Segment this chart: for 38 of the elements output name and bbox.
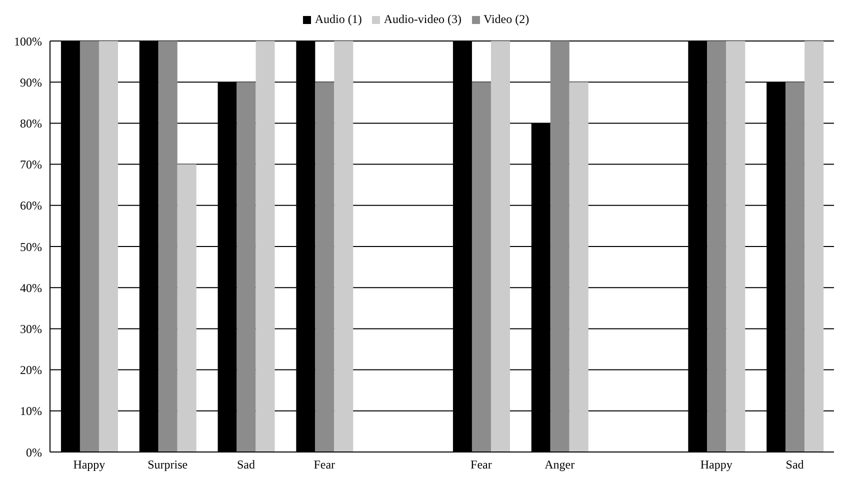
- bar: [158, 41, 178, 452]
- y-tick-label: 40%: [20, 280, 42, 295]
- y-tick-label: 90%: [20, 75, 42, 90]
- bar: [80, 41, 99, 452]
- x-tick-label: Fear: [314, 458, 336, 472]
- y-tick-label: 70%: [20, 158, 42, 172]
- y-tick-label: 10%: [20, 404, 42, 418]
- y-tick-label: 60%: [20, 198, 42, 213]
- bar: [334, 41, 354, 452]
- bar: [98, 41, 118, 452]
- legend-label: Video (2): [484, 12, 530, 26]
- legend-label: Audio-video (3): [384, 12, 462, 26]
- bar: [256, 41, 275, 452]
- y-tick-label: 50%: [20, 240, 42, 254]
- bar: [550, 41, 570, 452]
- x-tick-label: Happy: [73, 458, 106, 472]
- x-tick-label: Sad: [786, 458, 804, 472]
- bar: [569, 82, 588, 452]
- bar: [786, 82, 805, 452]
- y-tick-label: 20%: [20, 363, 42, 378]
- bar: [490, 41, 510, 452]
- bar: [707, 41, 726, 452]
- y-tick-label: 100%: [14, 34, 42, 48]
- bar: [315, 82, 334, 452]
- legend-label: Audio (1): [314, 12, 362, 26]
- y-tick-label: 80%: [20, 116, 42, 130]
- y-tick-label: 0%: [26, 445, 42, 460]
- y-tick-label: 30%: [20, 322, 42, 336]
- bar: [236, 82, 256, 452]
- bar: [177, 164, 196, 452]
- x-tick-label: Happy: [700, 458, 732, 472]
- bar: [804, 41, 824, 452]
- x-tick-label: Sad: [237, 458, 255, 472]
- x-tick-label: Fear: [470, 458, 492, 472]
- x-tick-label: Anger: [544, 458, 575, 472]
- x-tick-label: Surprise: [148, 458, 188, 472]
- bar: [472, 82, 491, 452]
- bar: [726, 41, 746, 452]
